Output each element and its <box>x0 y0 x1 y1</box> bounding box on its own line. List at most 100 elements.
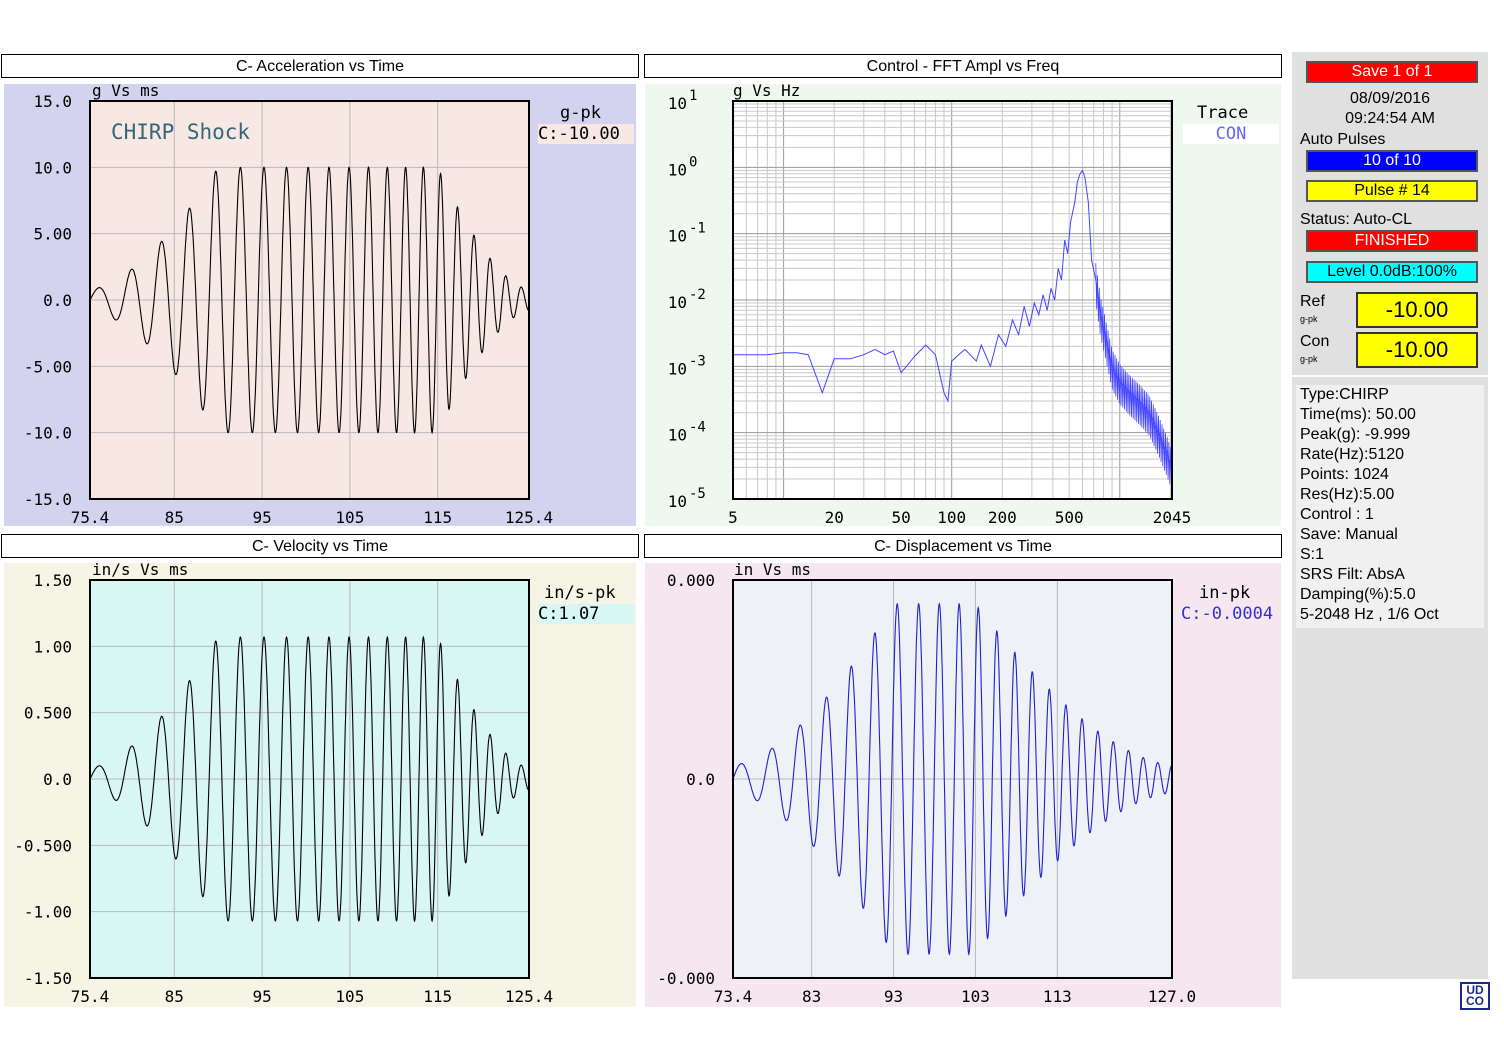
fft-x-tick-label: 200 <box>988 508 1017 526</box>
disp-units: in Vs ms <box>734 560 812 579</box>
vel-x-tick-label: 85 <box>165 987 184 1006</box>
time-readout: 09:24:54 AM <box>1345 110 1435 127</box>
acc-plot-frame <box>89 100 530 500</box>
acc-peak-value: C:-10.00 <box>538 124 634 144</box>
con-unit: g-pk <box>1300 354 1318 364</box>
info-line: Control : 1 <box>1300 506 1374 523</box>
acc-x-tick-label: 75.4 <box>71 508 110 526</box>
vel-y-tick-label: 0.0 <box>43 770 72 789</box>
info-line: Rate(Hz):5120 <box>1300 446 1405 463</box>
fft-x-tick-label: 100 <box>937 508 966 526</box>
fft-x-tick-label: 500 <box>1055 508 1084 526</box>
disp-chart[interactable]: 73.4 83 93 103 113 127.0 0.000 0.0 -0.000 <box>645 563 1281 1007</box>
vel-peak-value: C:1.07 <box>538 604 634 624</box>
fft-y-tick-label: 10 <box>668 359 687 378</box>
vel-title: C- Velocity vs Time <box>1 534 639 558</box>
date-readout: 08/09/2016 <box>1349 90 1431 107</box>
acc-y-tick-label: -5.00 <box>24 357 72 376</box>
info-line: S:1 <box>1300 546 1325 563</box>
fft-units: g Vs Hz <box>733 81 801 100</box>
acc-panel: 75.4 85 95 105 115 125.4 15.0 10.0 5.00 0.0 -5.00 -… <box>4 81 636 526</box>
fft-title: Control - FFT Ampl vs Freq <box>644 54 1282 78</box>
vel-y-tick-label: 1.00 <box>33 637 72 656</box>
ref-label: Ref <box>1300 293 1325 310</box>
acc-title: C- Acceleration vs Time <box>1 54 639 78</box>
ref-unit: g-pk <box>1300 314 1318 324</box>
fft-x-tick-label: 5 <box>728 508 738 526</box>
vel-y-tick-label: 1.50 <box>33 571 72 590</box>
disp-peak-label: in-pk <box>1199 583 1251 603</box>
status-sidebar: Save 1 of 1 08/09/2016 09:24:54 AM Auto … <box>1292 52 1488 979</box>
fft-y-tick-label: 10 <box>668 94 687 113</box>
vel-x-tick-label: 115 <box>423 987 452 1006</box>
fft-x-tick-label: 20 <box>825 508 844 526</box>
disp-x-tick-label: 73.4 <box>714 987 753 1006</box>
info-line: Save: Manual <box>1300 526 1398 543</box>
fft-y-tick-exponent: -3 <box>689 353 706 369</box>
logo-line-1: UD <box>1466 983 1484 997</box>
logo-line-2: CO <box>1466 994 1484 1008</box>
level-badge[interactable]: Level 0.0dB:100% <box>1306 261 1478 283</box>
auto-pulses-label: Auto Pulses <box>1300 131 1386 148</box>
acc-y-tick-label: 10.0 <box>33 158 72 177</box>
disp-x-tick-label: 103 <box>961 987 990 1006</box>
acc-annotation: CHIRP Shock <box>111 120 251 144</box>
acc-y-tick-label: 5.00 <box>33 225 72 244</box>
vel-x-tick-label: 95 <box>252 987 271 1006</box>
con-value: -10.00 <box>1356 332 1478 368</box>
info-line: Type:CHIRP <box>1300 386 1389 403</box>
disp-y-tick-label: 0.0 <box>686 770 715 789</box>
vel-y-tick-label: -1.50 <box>24 969 72 988</box>
acc-x-tick-label: 115 <box>423 508 452 526</box>
vel-y-tick-label: -1.00 <box>24 903 72 922</box>
disp-title: C- Displacement vs Time <box>644 534 1282 558</box>
acc-chart[interactable]: 75.4 85 95 105 115 125.4 15.0 10.0 5.00 0.0 -5.00 -… <box>4 84 636 526</box>
fft-y-tick-label: 10 <box>668 160 687 179</box>
acc-units: g Vs ms <box>92 81 160 100</box>
disp-y-tick-label: -0.000 <box>657 969 715 988</box>
sidebar-divider <box>1292 375 1488 377</box>
fft-y-tick-label: 10 <box>668 426 687 445</box>
acc-x-tick-label: 95 <box>252 508 271 526</box>
fft-x-tick-label: 2045 <box>1153 508 1192 526</box>
vel-plot-frame <box>89 579 530 979</box>
acc-peak-label: g-pk <box>560 103 601 123</box>
fft-trace-value[interactable]: CON <box>1183 124 1279 144</box>
save-counter-button[interactable]: Save 1 of 1 <box>1306 61 1478 83</box>
fft-y-tick-exponent: -4 <box>689 420 706 436</box>
acc-y-tick-label: 0.0 <box>43 291 72 310</box>
udco-logo: UD CO <box>1460 982 1490 1010</box>
info-line: Points: 1024 <box>1300 466 1389 483</box>
fft-x-tick-label: 50 <box>891 508 910 526</box>
vel-x-tick-label: 105 <box>335 987 364 1006</box>
fft-y-tick-label: 10 <box>668 293 687 312</box>
ref-value: -10.00 <box>1356 292 1478 328</box>
vel-panel: 75.4 85 95 105 115 125.4 1.50 1.00 0.500 0.0 -0.50… <box>4 560 636 1007</box>
status-badge: FINISHED <box>1306 230 1478 252</box>
fft-y-tick-label: 10 <box>668 492 687 511</box>
info-line: Peak(g): -9.999 <box>1300 426 1411 443</box>
disp-panel: 73.4 83 93 103 113 127.0 0.000 0.0 -0.000 in Vs … <box>645 560 1281 1007</box>
disp-series-line <box>732 602 1173 956</box>
fft-y-tick-exponent: 0 <box>689 154 697 170</box>
vel-units: in/s Vs ms <box>92 560 189 579</box>
info-line: Time(ms): 50.00 <box>1300 406 1416 423</box>
info-line: Damping(%):5.0 <box>1300 586 1416 603</box>
acc-x-tick-label: 85 <box>165 508 184 526</box>
vel-y-tick-label: 0.500 <box>24 704 72 723</box>
acc-y-tick-label: 15.0 <box>33 92 72 111</box>
vel-y-tick-label: -0.500 <box>14 836 72 855</box>
fft-y-tick-exponent: 1 <box>689 88 697 104</box>
status-label: Status: Auto-CL <box>1300 211 1413 228</box>
disp-x-tick-label: 93 <box>884 987 903 1006</box>
vel-peak-label: in/s-pk <box>544 583 616 603</box>
acc-y-tick-label: -15.0 <box>24 490 72 509</box>
fft-trace-label: Trace <box>1197 103 1249 123</box>
con-label: Con <box>1300 333 1330 350</box>
disp-x-tick-label: 127.0 <box>1148 987 1196 1006</box>
vel-chart[interactable]: 75.4 85 95 105 115 125.4 1.50 1.00 0.500 0.0 -0.50… <box>4 563 636 1007</box>
fft-panel: 5 20 50 100 200 500 2045 10 1 10 0 10 -1 10 -2 10 -3 10 -4… <box>645 81 1281 526</box>
fft-y-tick-exponent: -1 <box>689 221 706 237</box>
acc-x-tick-label: 105 <box>335 508 364 526</box>
